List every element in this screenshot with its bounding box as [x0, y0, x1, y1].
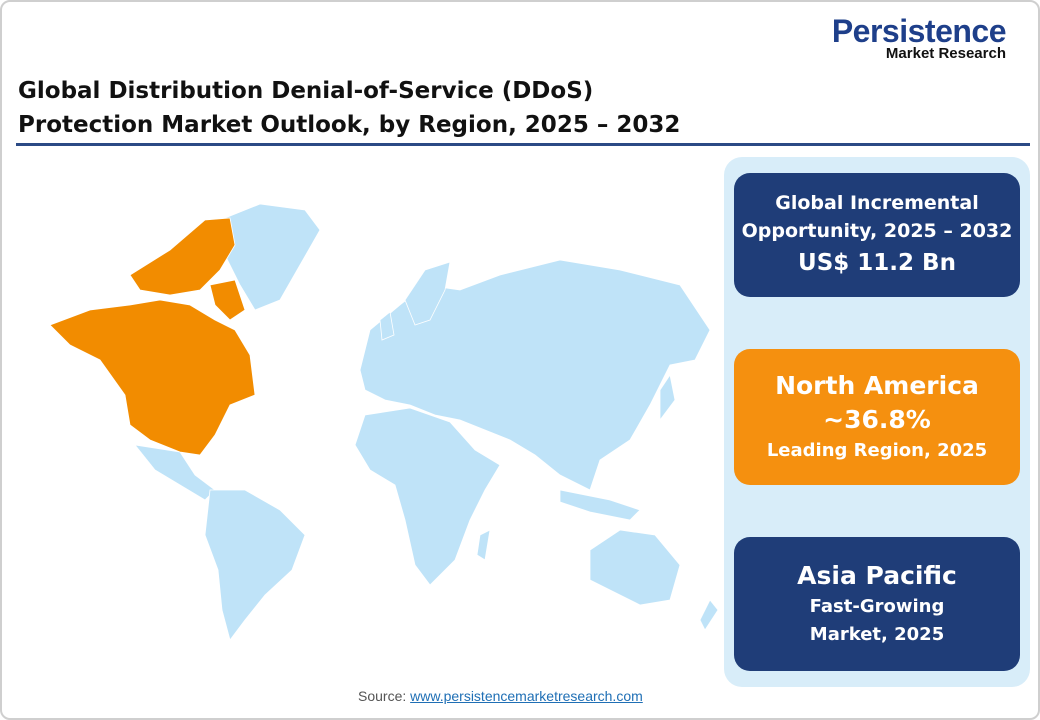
card-label: Leading Region, 2025 [766, 440, 988, 461]
scandinavia [404, 261, 451, 326]
world-map [49, 203, 719, 641]
logo: Persistence Market Research [808, 13, 1007, 62]
south-america [204, 489, 306, 641]
baffin [209, 279, 246, 321]
indonesia [559, 489, 641, 521]
japan [659, 373, 676, 422]
card-region: North America [775, 371, 979, 400]
fast-growing-card: Asia Pacific Fast-Growing Market, 2025 [734, 537, 1020, 671]
incremental-opportunity-card: Global Incremental Opportunity, 2025 – 2… [734, 173, 1020, 297]
logo-wordmark: Persistence [831, 13, 1007, 49]
page-title: Global Distribution Denial-of-Service (D… [18, 78, 681, 138]
canada-usa [49, 299, 256, 456]
source-link[interactable]: www.persistencemarketresearch.com [410, 688, 643, 704]
madagascar [476, 529, 491, 561]
logo-subtitle: Market Research [885, 45, 1006, 62]
arctic-islands [129, 217, 236, 296]
card-value: US$ 11.2 Bn [798, 250, 956, 276]
card-label: Fast-Growing Market, 2025 [809, 596, 945, 645]
card-region: Asia Pacific [797, 561, 957, 590]
title-divider [16, 143, 1030, 146]
source-label: Source: [358, 688, 407, 704]
eurasia [359, 259, 711, 491]
north-america-highlight [49, 217, 256, 456]
greenland [219, 203, 321, 311]
africa [354, 407, 501, 586]
australia [589, 529, 681, 606]
new-zealand [699, 599, 719, 631]
card-label: Global Incremental Opportunity, 2025 – 2… [741, 192, 1013, 242]
central-america [134, 444, 216, 501]
uk [379, 311, 395, 341]
source-note: Source: www.persistencemarketresearch.co… [358, 688, 643, 704]
card-share: ~36.8% [823, 405, 931, 434]
leading-region-card: North America ~36.8% Leading Region, 202… [734, 349, 1020, 485]
